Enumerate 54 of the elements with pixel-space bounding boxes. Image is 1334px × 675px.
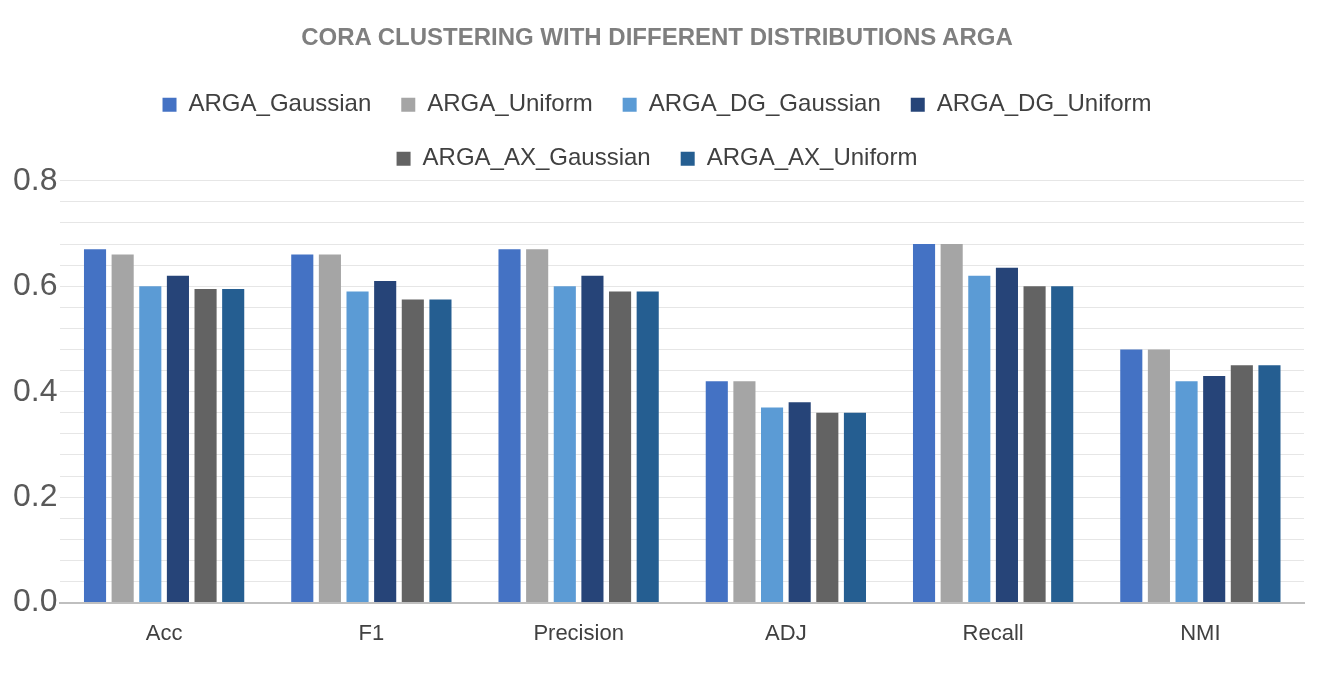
bar: [1175, 381, 1198, 603]
bar: [912, 244, 936, 603]
bar: [940, 244, 963, 603]
bar: [429, 299, 452, 603]
bar: [374, 280, 397, 603]
bar: [1230, 365, 1253, 603]
x-tick-label: F1: [358, 619, 385, 645]
bar: [1051, 286, 1074, 603]
y-tick-label: 0.0: [13, 582, 58, 619]
bar: [222, 288, 245, 603]
bar: [526, 249, 549, 603]
bar: [1120, 349, 1143, 603]
bar: [346, 291, 369, 603]
bar: [166, 275, 189, 603]
y-tick-label: 0.6: [13, 266, 58, 303]
bar: [194, 288, 217, 603]
bar: [816, 412, 839, 603]
legend-label: ARGA_AX_Uniform: [706, 143, 918, 171]
bar: [139, 286, 162, 603]
y-tick-label: 0.2: [13, 476, 58, 513]
bar: [1023, 286, 1046, 603]
legend-label: ARGA_Gaussian: [188, 89, 372, 117]
x-tick-label: Recall: [962, 619, 1024, 645]
bar: [733, 381, 756, 603]
bar: [111, 254, 134, 603]
bar: [498, 249, 521, 603]
bar: [83, 249, 107, 603]
x-tick-label: Acc: [145, 619, 183, 645]
bar: [761, 407, 784, 603]
legend-label: ARGA_Uniform: [427, 89, 593, 117]
x-tick-label: ADJ: [765, 619, 807, 645]
bar: [968, 275, 991, 603]
bar: [995, 267, 1018, 603]
bar: [788, 402, 811, 603]
legend-label: ARGA_DG_Gaussian: [648, 89, 881, 117]
bar: [581, 275, 604, 603]
bar: [1258, 365, 1281, 603]
bar: [1147, 349, 1170, 603]
bar: [609, 291, 632, 603]
bar: [318, 254, 341, 603]
bar: [553, 286, 576, 603]
y-tick-label: 0.8: [13, 160, 58, 197]
y-tick-label: 0.4: [13, 371, 58, 408]
bar: [843, 412, 867, 603]
bar: [401, 299, 424, 603]
chart-title: CORA CLUSTERING WITH DIFFERENT DISTRIBUTIONS ARGA: [301, 23, 1013, 51]
bar: [636, 291, 659, 603]
x-tick-label: Precision: [533, 619, 624, 645]
x-tick-label: NMI: [1180, 619, 1221, 645]
bar: [1203, 375, 1226, 603]
bar: [705, 381, 728, 603]
bar: [291, 254, 314, 603]
legend-label: ARGA_AX_Gaussian: [422, 143, 651, 171]
legend-label: ARGA_DG_Uniform: [936, 89, 1152, 117]
